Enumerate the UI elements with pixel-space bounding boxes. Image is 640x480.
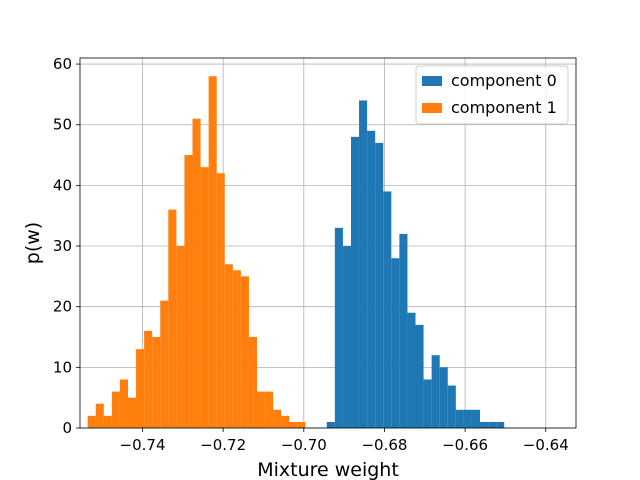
histogram-bar-series-1: [119, 379, 128, 428]
histogram-bar-series-1: [127, 397, 137, 428]
x-tick-label: −0.74: [120, 436, 166, 454]
legend-swatch: [422, 76, 442, 86]
histogram-bar-series-0: [439, 367, 448, 428]
histogram-bar-series-0: [383, 191, 392, 428]
histogram-bar-series-1: [160, 300, 169, 428]
x-tick-label: −0.64: [523, 436, 569, 454]
histogram-bar-series-0: [407, 312, 416, 428]
histogram-bar-series-1: [168, 209, 177, 428]
histogram-bar-series-0: [447, 385, 456, 428]
legend-label: component 1: [451, 98, 557, 117]
histogram-bar-series-0: [455, 409, 464, 428]
x-tick-label: −0.70: [281, 436, 327, 454]
y-tick-label: 50: [53, 116, 72, 134]
histogram-bar-series-1: [257, 391, 266, 428]
x-axis-label: Mixture weight: [257, 459, 399, 480]
legend: component 0 component 1: [415, 65, 569, 125]
histogram-bar-series-0: [423, 379, 432, 428]
histogram-bar-series-1: [111, 391, 120, 428]
histogram-bar-series-0: [342, 246, 351, 428]
histogram-bar-series-1: [136, 349, 145, 428]
y-tick-label: 40: [53, 176, 72, 194]
histogram-bars: [87, 76, 505, 429]
histogram-bar-series-1: [216, 173, 225, 428]
axis-ticks: −0.74 −0.72 −0.70 −0.68 −0.66 −0.64 0 10 20 30 40 5…: [53, 55, 569, 454]
histogram-bar-series-1: [248, 337, 258, 428]
legend-label: component 0: [451, 71, 557, 90]
histogram-bar-series-1: [200, 167, 209, 428]
legend-swatch: [422, 103, 442, 113]
histogram-bar-series-0: [471, 409, 481, 428]
histogram-bar-series-0: [350, 136, 360, 428]
histogram-bar-series-0: [480, 421, 489, 428]
x-tick-label: −0.72: [200, 436, 246, 454]
histogram-bar-series-1: [232, 270, 241, 428]
histogram-bar-series-0: [463, 409, 472, 428]
histogram-bar-series-1: [281, 415, 290, 428]
histogram-bar-series-0: [415, 324, 424, 428]
histogram-bar-series-1: [192, 118, 201, 429]
y-axis-label: p(w): [22, 222, 44, 264]
x-tick-label: −0.66: [442, 436, 488, 454]
histogram-bar-series-0: [367, 130, 376, 429]
histogram-bar-series-1: [184, 155, 193, 428]
histogram-bar-series-1: [152, 337, 161, 428]
plot-frame: [79, 57, 577, 429]
histogram-bar-series-1: [103, 415, 112, 428]
histogram-bar-series-0: [496, 421, 505, 428]
legend-box: [415, 65, 569, 125]
y-tick-label: 60: [53, 55, 72, 73]
y-tick-label: 0: [62, 419, 72, 437]
histogram-bar-series-1: [240, 276, 249, 428]
histogram-bar-series-0: [488, 421, 497, 428]
y-tick-label: 20: [53, 298, 72, 316]
histogram-bar-series-1: [208, 76, 217, 429]
histogram-bar-series-1: [297, 421, 306, 428]
x-tick-label: −0.68: [361, 436, 407, 454]
histogram-bar-series-0: [375, 142, 384, 428]
histogram-bar-series-0: [359, 100, 368, 428]
histogram-bar-series-0: [391, 258, 400, 428]
histogram-bar-series-0: [334, 227, 343, 428]
histogram-bar-series-1: [265, 391, 274, 428]
histogram-bar-series-1: [289, 421, 298, 428]
histogram-bar-series-1: [273, 409, 282, 428]
histogram-bar-series-1: [144, 330, 153, 428]
y-tick-label: 10: [53, 358, 72, 376]
histogram-bar-series-1: [87, 415, 96, 428]
histogram-bar-series-0: [399, 233, 408, 428]
y-tick-label: 30: [53, 237, 72, 255]
histogram-bar-series-1: [224, 264, 233, 428]
histogram-bar-series-1: [176, 246, 185, 428]
histogram-bar-series-0: [431, 355, 440, 428]
histogram-bar-series-0: [326, 421, 335, 428]
histogram-bar-series-1: [95, 403, 104, 428]
